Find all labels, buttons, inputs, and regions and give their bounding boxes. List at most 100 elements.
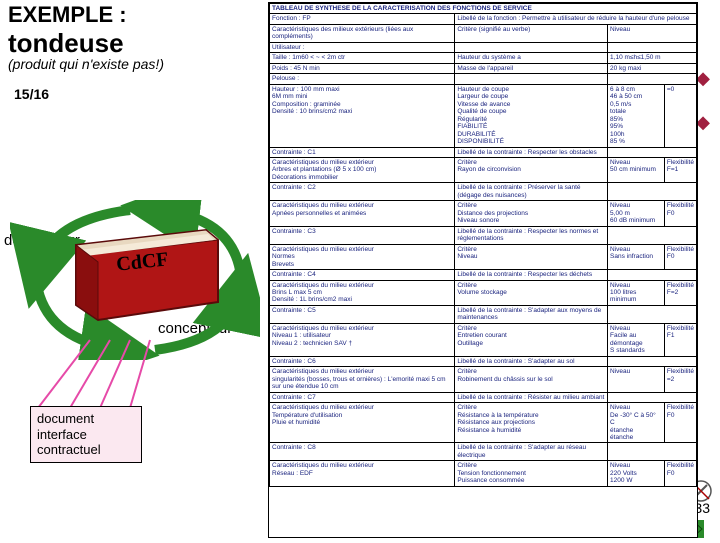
table-row: Caractéristiques des milieux extérieurs … xyxy=(270,24,697,42)
table-row: Caractéristiques du milieu extérieurArbr… xyxy=(270,157,697,182)
table-cell: Libellé de la contrainte : S'adapter au … xyxy=(455,443,608,461)
table-cell: =0 xyxy=(664,84,696,147)
table-cell: CritèreRésistance à la températureRésist… xyxy=(455,403,608,443)
subtitle: (produit qui n'existe pas!) xyxy=(8,56,164,72)
table-cell: Contrainte : C6 xyxy=(270,356,455,366)
table-cell: Flexibilité=2 xyxy=(664,367,696,392)
table-cell: 6 à 8 cm46 à 50 cm0,5 m/stotale85%95%100… xyxy=(608,84,665,147)
doc-line3: contractuel xyxy=(37,442,135,458)
synthesis-table: TABLEAU DE SYNTHESE DE LA CARACTERISATIO… xyxy=(268,2,698,538)
table-cell: Contrainte : C1 xyxy=(270,147,455,157)
table-cell: Libellé de la contrainte : S'adapter au … xyxy=(455,356,608,366)
table-cell xyxy=(455,42,608,52)
table-row: Contrainte : C5Libellé de la contrainte … xyxy=(270,305,697,323)
table-cell: Caractéristiques des milieux extérieurs … xyxy=(270,24,455,42)
table-cell: Niveau100 litres minimum xyxy=(608,280,665,305)
table-cell xyxy=(608,392,697,402)
table-cell: Caractéristiques du milieu extérieursing… xyxy=(270,367,455,392)
table-cell: Masse de l'appareil xyxy=(455,63,608,73)
table-row: Pelouse : xyxy=(270,74,697,84)
table-cell: Taille : 1m60 < ~ < 2m ctr xyxy=(270,53,455,63)
table-cell: Niveau220 Volts1200 W xyxy=(608,461,665,486)
table-cell: Caractéristiques du milieu extérieurRése… xyxy=(270,461,455,486)
table-row: Contrainte : C2Libellé de la contrainte … xyxy=(270,183,697,201)
table-cell xyxy=(608,356,697,366)
table-row: Taille : 1m60 < ~ < 2m ctrHauteur du sys… xyxy=(270,53,697,63)
table-row: Contrainte : C7Libellé de la contrainte … xyxy=(270,392,697,402)
table-row: Utilisateur : xyxy=(270,42,697,52)
table-cell: Contrainte : C7 xyxy=(270,392,455,402)
table-cell: FlexibilitéF0 xyxy=(664,244,696,269)
doc-line2: interface xyxy=(37,427,135,443)
table-cell xyxy=(608,305,697,323)
table-cell: Fonction : FP xyxy=(270,14,455,24)
bullet-icon: ◆ xyxy=(696,112,710,133)
table-cell: FlexibilitéF=1 xyxy=(664,157,696,182)
page-indicator: 15/16 xyxy=(14,86,49,102)
table-cell: CritèreEntretien courantOutillage xyxy=(455,323,608,356)
table-cell: Niveau xyxy=(608,24,697,42)
table-row: Caractéristiques du milieu extérieurBrin… xyxy=(270,280,697,305)
table-cell: CritèreTension fonctionnementPuissance c… xyxy=(455,461,608,486)
table-cell: Niveau5,00 m60 dB minimum xyxy=(608,201,665,226)
table-cell: Niveau xyxy=(608,367,665,392)
table-cell: Caractéristiques du milieu extérieurBrin… xyxy=(270,280,455,305)
table-cell: Caractéristiques du milieu extérieurNive… xyxy=(270,323,455,356)
table-cell: Critère (signifié au verbe) xyxy=(455,24,608,42)
table-cell: NiveauSans infraction xyxy=(608,244,665,269)
table-row: Fonction : FPLibellé de la fonction : Pe… xyxy=(270,14,697,24)
doc-line1: document xyxy=(37,411,135,427)
table-row: Contrainte : C1Libellé de la contrainte … xyxy=(270,147,697,157)
table-cell xyxy=(608,74,697,84)
table-cell xyxy=(608,147,697,157)
table-cell: FlexibilitéF=2 xyxy=(664,280,696,305)
table-row: Contrainte : C6Libellé de la contrainte … xyxy=(270,356,697,366)
table-cell xyxy=(608,270,697,280)
table-cell xyxy=(608,226,697,244)
table-cell: Contrainte : C8 xyxy=(270,443,455,461)
document-box: document interface contractuel xyxy=(30,406,142,463)
table-row: Caractéristiques du milieu extérieursing… xyxy=(270,367,697,392)
table-cell: Libellé de la contrainte : Respecter les… xyxy=(455,147,608,157)
table-row: Poids : 45 N minMasse de l'appareil20 kg… xyxy=(270,63,697,73)
table-cell: CritèreVolume stockage xyxy=(455,280,608,305)
table-cell: Libellé de la contrainte : Respecter les… xyxy=(455,226,608,244)
table-row: Contrainte : C8Libellé de la contrainte … xyxy=(270,443,697,461)
table-cell: Utilisateur : xyxy=(270,42,455,52)
table-cell: Libellé de la contrainte : Résister au m… xyxy=(455,392,608,402)
title-block: EXEMPLE : tondeuse xyxy=(8,2,127,59)
table-row: Caractéristiques du milieu extérieurApné… xyxy=(270,201,697,226)
table-row: Caractéristiques du milieu extérieurNive… xyxy=(270,323,697,356)
table-cell: Caractéristiques du milieu extérieurArbr… xyxy=(270,157,455,182)
table-row: Hauteur : 100 mm maxi6M mm miniCompositi… xyxy=(270,84,697,147)
table-cell: FlexibilitéF0 xyxy=(664,201,696,226)
table-row: Caractéristiques du milieu extérieurNorm… xyxy=(270,244,697,269)
table-cell: Contrainte : C4 xyxy=(270,270,455,280)
table-cell: Libellé de la contrainte : Respecter les… xyxy=(455,270,608,280)
table-row: Caractéristiques du milieu extérieurRése… xyxy=(270,461,697,486)
table-cell xyxy=(608,183,697,201)
table-cell: 1,10 m≤h≤1,50 m xyxy=(608,53,697,63)
bullet-icon: ◆ xyxy=(696,68,710,89)
table-cell: Hauteur du système a xyxy=(455,53,608,63)
table-header: TABLEAU DE SYNTHESE DE LA CARACTERISATIO… xyxy=(270,4,697,14)
table-row: Contrainte : C3Libellé de la contrainte … xyxy=(270,226,697,244)
table-cell: FlexibilitéF0 xyxy=(664,461,696,486)
table-cell: NiveauDe -30° C à 50° Cétancheétanche xyxy=(608,403,665,443)
product-name: tondeuse xyxy=(8,28,127,59)
table-row: Caractéristiques du milieu extérieurTemp… xyxy=(270,403,697,443)
table-cell: NiveauFacile au démontageS standards xyxy=(608,323,665,356)
table-cell: Libellé de la fonction : Permettre à uti… xyxy=(455,14,697,24)
book-illustration: CdCF xyxy=(58,210,238,340)
table-cell: Niveau50 cm minimum xyxy=(608,157,665,182)
table-cell: Caractéristiques du milieu extérieurTemp… xyxy=(270,403,455,443)
table-row: Contrainte : C4Libellé de la contrainte … xyxy=(270,270,697,280)
table-cell: Libellé de la contrainte : Préserver la … xyxy=(455,183,608,201)
table-cell: Hauteur de coupeLargeur de coupeVitesse … xyxy=(455,84,608,147)
table-cell: FlexibilitéF0 xyxy=(664,403,696,443)
table-cell: CritèreNiveau xyxy=(455,244,608,269)
table-cell: Caractéristiques du milieu extérieurApné… xyxy=(270,201,455,226)
table-cell: 20 kg maxi xyxy=(608,63,697,73)
table-cell: Contrainte : C2 xyxy=(270,183,455,201)
table-cell: Pelouse : xyxy=(270,74,455,84)
